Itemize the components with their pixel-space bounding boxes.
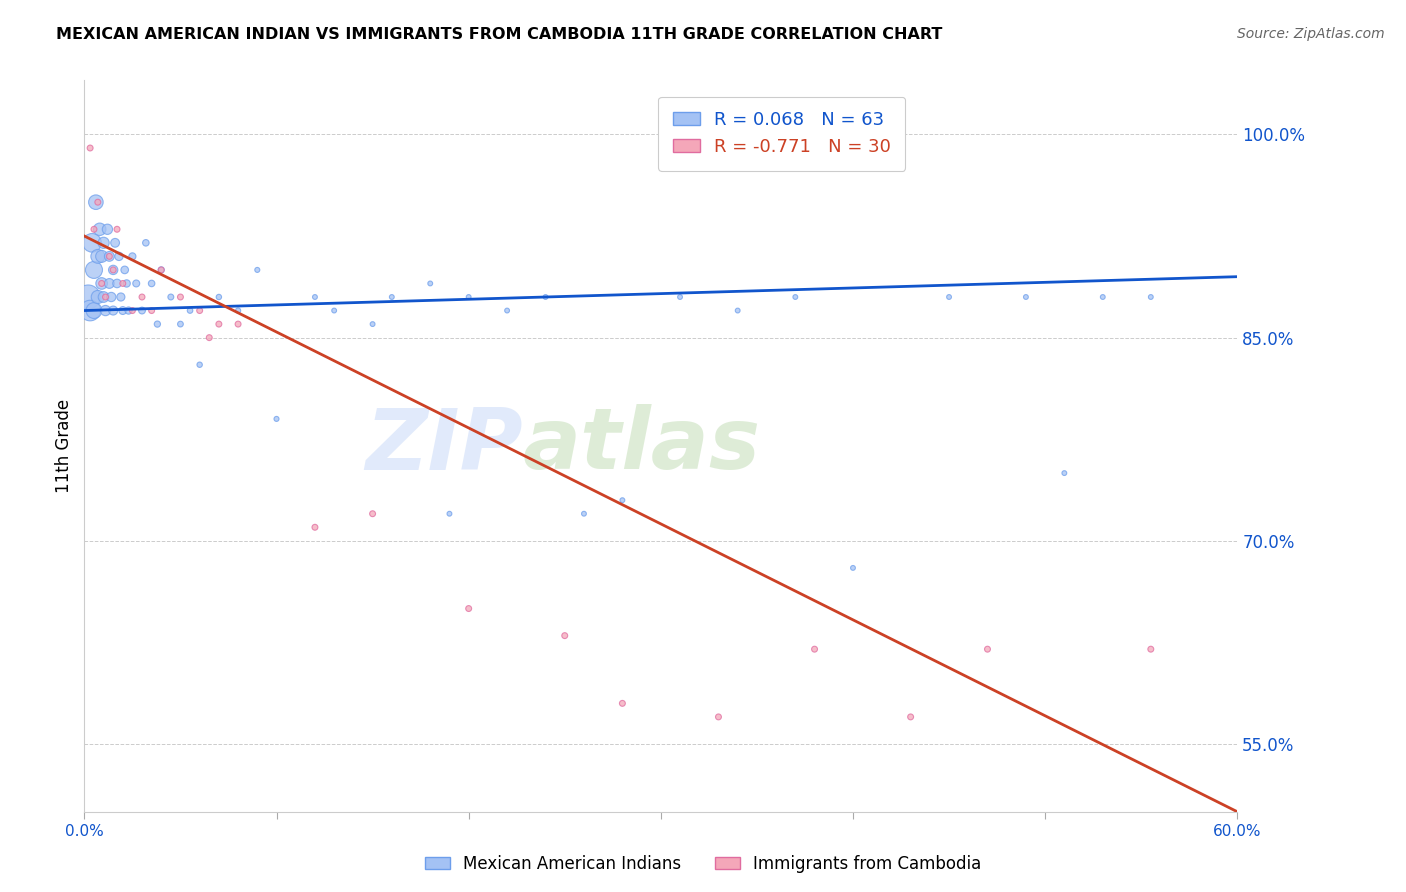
Point bbox=[117, 303, 139, 318]
Point bbox=[1015, 290, 1038, 304]
Point bbox=[1091, 290, 1114, 304]
Point bbox=[198, 331, 221, 345]
Point bbox=[93, 290, 115, 304]
Text: ZIP: ZIP bbox=[364, 404, 523, 488]
Point bbox=[707, 710, 730, 724]
Point bbox=[612, 697, 634, 711]
Point bbox=[87, 249, 110, 263]
Point bbox=[83, 303, 105, 318]
Point bbox=[111, 277, 134, 291]
Point bbox=[94, 290, 117, 304]
Point bbox=[803, 642, 825, 657]
Point bbox=[131, 303, 153, 318]
Point bbox=[103, 263, 124, 277]
Point bbox=[114, 263, 136, 277]
Point bbox=[842, 561, 865, 575]
Point bbox=[457, 601, 479, 615]
Point bbox=[83, 263, 105, 277]
Point bbox=[141, 303, 163, 318]
Point bbox=[121, 303, 143, 318]
Point bbox=[534, 290, 557, 304]
Point bbox=[226, 303, 249, 318]
Text: Source: ZipAtlas.com: Source: ZipAtlas.com bbox=[1237, 27, 1385, 41]
Point bbox=[304, 520, 326, 534]
Point bbox=[1140, 642, 1163, 657]
Point bbox=[98, 277, 121, 291]
Point bbox=[266, 412, 288, 426]
Point bbox=[87, 195, 110, 210]
Point bbox=[141, 277, 163, 291]
Point bbox=[121, 249, 143, 263]
Point bbox=[160, 290, 183, 304]
Point bbox=[79, 303, 101, 318]
Point bbox=[115, 277, 138, 291]
Point bbox=[150, 263, 173, 277]
Point bbox=[93, 235, 115, 250]
Point bbox=[87, 290, 110, 304]
Point bbox=[612, 493, 634, 508]
Point bbox=[208, 317, 231, 331]
Text: MEXICAN AMERICAN INDIAN VS IMMIGRANTS FROM CAMBODIA 11TH GRADE CORRELATION CHART: MEXICAN AMERICAN INDIAN VS IMMIGRANTS FR… bbox=[56, 27, 942, 42]
Point bbox=[785, 290, 807, 304]
Point bbox=[457, 290, 479, 304]
Point bbox=[361, 507, 384, 521]
Point bbox=[90, 277, 112, 291]
Point bbox=[90, 277, 112, 291]
Point bbox=[111, 303, 134, 318]
Point bbox=[1073, 846, 1095, 860]
Point bbox=[98, 249, 121, 263]
Point bbox=[419, 277, 441, 291]
Point bbox=[361, 317, 384, 331]
Point bbox=[100, 290, 122, 304]
Point bbox=[103, 263, 124, 277]
Point bbox=[79, 141, 101, 155]
Point bbox=[226, 317, 249, 331]
Point bbox=[1140, 290, 1163, 304]
Point bbox=[110, 290, 132, 304]
Point bbox=[169, 290, 191, 304]
Point bbox=[246, 263, 269, 277]
Point bbox=[83, 222, 105, 236]
Y-axis label: 11th Grade: 11th Grade bbox=[55, 399, 73, 493]
Point bbox=[94, 303, 117, 318]
Point bbox=[727, 303, 749, 318]
Point bbox=[439, 507, 461, 521]
Point bbox=[80, 235, 103, 250]
Point bbox=[150, 263, 173, 277]
Point bbox=[381, 290, 404, 304]
Point bbox=[976, 642, 998, 657]
Point bbox=[554, 629, 576, 643]
Point bbox=[323, 303, 346, 318]
Point bbox=[572, 507, 595, 521]
Point bbox=[131, 290, 153, 304]
Point bbox=[669, 290, 692, 304]
Text: atlas: atlas bbox=[523, 404, 761, 488]
Point bbox=[146, 317, 169, 331]
Point bbox=[105, 277, 128, 291]
Point bbox=[1053, 466, 1076, 480]
Point bbox=[104, 235, 127, 250]
Point bbox=[125, 277, 148, 291]
Point bbox=[105, 222, 128, 236]
Point bbox=[135, 235, 157, 250]
Point bbox=[188, 358, 211, 372]
Legend: Mexican American Indians, Immigrants from Cambodia: Mexican American Indians, Immigrants fro… bbox=[418, 848, 988, 880]
Point bbox=[98, 249, 121, 263]
Point bbox=[77, 290, 100, 304]
Point bbox=[108, 249, 131, 263]
Point bbox=[84, 195, 107, 210]
Point bbox=[90, 249, 112, 263]
Point bbox=[900, 710, 922, 724]
Point bbox=[496, 303, 519, 318]
Point bbox=[169, 317, 191, 331]
Point bbox=[938, 290, 960, 304]
Point bbox=[179, 303, 201, 318]
Point bbox=[188, 303, 211, 318]
Point bbox=[304, 290, 326, 304]
Point bbox=[208, 290, 231, 304]
Point bbox=[96, 222, 118, 236]
Point bbox=[103, 303, 124, 318]
Point bbox=[89, 222, 111, 236]
Legend: R = 0.068   N = 63, R = -0.771   N = 30: R = 0.068 N = 63, R = -0.771 N = 30 bbox=[658, 96, 905, 170]
